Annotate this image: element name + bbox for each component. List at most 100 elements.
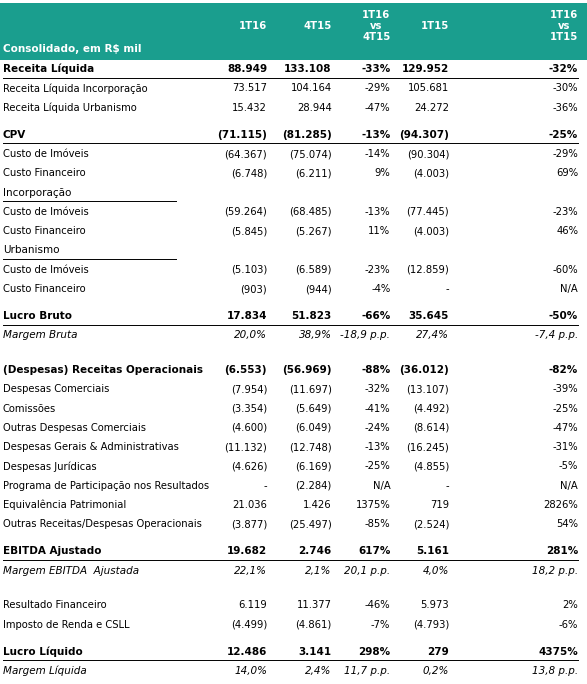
Text: -: - bbox=[446, 284, 449, 294]
Text: 1T15: 1T15 bbox=[421, 21, 449, 31]
Text: EBITDA Ajustado: EBITDA Ajustado bbox=[3, 547, 102, 556]
Text: (11.132): (11.132) bbox=[224, 442, 267, 452]
Text: Imposto de Renda e CSLL: Imposto de Renda e CSLL bbox=[3, 620, 130, 630]
Text: Custo Financeiro: Custo Financeiro bbox=[3, 226, 86, 236]
Text: -18,9 p.p.: -18,9 p.p. bbox=[340, 330, 390, 341]
Text: Outras Despesas Comerciais: Outras Despesas Comerciais bbox=[3, 423, 146, 433]
Text: 281%: 281% bbox=[546, 547, 578, 556]
Text: (8.614): (8.614) bbox=[413, 423, 449, 433]
Text: 105.681: 105.681 bbox=[408, 83, 449, 94]
Text: CPV: CPV bbox=[3, 130, 26, 140]
Text: 3.141: 3.141 bbox=[299, 646, 332, 657]
Text: -14%: -14% bbox=[365, 149, 390, 159]
Text: -32%: -32% bbox=[549, 64, 578, 74]
Text: -30%: -30% bbox=[553, 83, 578, 94]
Text: -25%: -25% bbox=[552, 404, 578, 414]
Text: (6.553): (6.553) bbox=[225, 365, 267, 375]
Text: -13%: -13% bbox=[365, 207, 390, 217]
Text: Custo de Imóveis: Custo de Imóveis bbox=[3, 149, 89, 159]
Text: Urbanismo: Urbanismo bbox=[3, 246, 59, 255]
Text: (4.003): (4.003) bbox=[413, 168, 449, 179]
Text: -60%: -60% bbox=[552, 265, 578, 275]
Text: -41%: -41% bbox=[365, 404, 390, 414]
Text: Comissões: Comissões bbox=[3, 404, 56, 414]
Text: (5.649): (5.649) bbox=[295, 404, 332, 414]
Text: (6.589): (6.589) bbox=[295, 265, 332, 275]
Text: (4.855): (4.855) bbox=[413, 462, 449, 471]
Text: 51.823: 51.823 bbox=[291, 311, 332, 321]
Text: 298%: 298% bbox=[358, 646, 390, 657]
Text: 21.036: 21.036 bbox=[232, 500, 267, 510]
Text: -25%: -25% bbox=[365, 462, 390, 471]
Text: -7%: -7% bbox=[371, 620, 390, 630]
Text: Programa de Participação nos Resultados: Programa de Participação nos Resultados bbox=[3, 481, 209, 491]
Text: -: - bbox=[446, 481, 449, 491]
Text: -23%: -23% bbox=[365, 265, 390, 275]
Text: 1T16
vs
4T15: 1T16 vs 4T15 bbox=[362, 10, 390, 42]
Text: Custo de Imóveis: Custo de Imóveis bbox=[3, 207, 89, 217]
Text: 2%: 2% bbox=[562, 601, 578, 610]
Text: -36%: -36% bbox=[552, 103, 578, 113]
Text: 22,1%: 22,1% bbox=[234, 566, 267, 576]
Text: (944): (944) bbox=[305, 284, 332, 294]
Text: 2.746: 2.746 bbox=[298, 547, 332, 556]
Text: 18,2 p.p.: 18,2 p.p. bbox=[532, 566, 578, 576]
Text: (2.284): (2.284) bbox=[295, 481, 332, 491]
Text: 38,9%: 38,9% bbox=[299, 330, 332, 341]
Text: (4.861): (4.861) bbox=[295, 620, 332, 630]
Text: 279: 279 bbox=[427, 646, 449, 657]
Text: Custo Financeiro: Custo Financeiro bbox=[3, 284, 86, 294]
Text: 14,0%: 14,0% bbox=[234, 666, 267, 676]
Text: 27,4%: 27,4% bbox=[416, 330, 449, 341]
Text: (903): (903) bbox=[241, 284, 267, 294]
Text: 17.834: 17.834 bbox=[227, 311, 267, 321]
Text: 5.161: 5.161 bbox=[416, 547, 449, 556]
Text: N/A: N/A bbox=[561, 284, 578, 294]
Text: Incorporação: Incorporação bbox=[3, 187, 71, 198]
Text: -13%: -13% bbox=[365, 442, 390, 452]
Text: (4.626): (4.626) bbox=[231, 462, 267, 471]
Text: (13.107): (13.107) bbox=[406, 384, 449, 395]
Text: (6.169): (6.169) bbox=[295, 462, 332, 471]
Text: (4.492): (4.492) bbox=[413, 404, 449, 414]
Text: (94.307): (94.307) bbox=[399, 130, 449, 140]
Text: (71.115): (71.115) bbox=[217, 130, 267, 140]
Text: (5.267): (5.267) bbox=[295, 226, 332, 236]
Text: 11,7 p.p.: 11,7 p.p. bbox=[344, 666, 390, 676]
Text: Margem Bruta: Margem Bruta bbox=[3, 330, 77, 341]
Text: -23%: -23% bbox=[552, 207, 578, 217]
Text: 4,0%: 4,0% bbox=[423, 566, 449, 576]
Text: 11%: 11% bbox=[368, 226, 390, 236]
Text: 13,8 p.p.: 13,8 p.p. bbox=[532, 666, 578, 676]
Text: 15.432: 15.432 bbox=[232, 103, 267, 113]
Text: (6.748): (6.748) bbox=[231, 168, 267, 179]
Text: (4.793): (4.793) bbox=[413, 620, 449, 630]
Text: 1375%: 1375% bbox=[356, 500, 390, 510]
Text: -31%: -31% bbox=[552, 442, 578, 452]
Text: 88.949: 88.949 bbox=[227, 64, 267, 74]
Text: -66%: -66% bbox=[361, 311, 390, 321]
Text: -47%: -47% bbox=[365, 103, 390, 113]
Text: Custo de Imóveis: Custo de Imóveis bbox=[3, 265, 89, 275]
Text: Receita Líquida Urbanismo: Receita Líquida Urbanismo bbox=[3, 103, 137, 113]
Text: Consolidado, em R$ mil: Consolidado, em R$ mil bbox=[3, 44, 141, 54]
Text: -4%: -4% bbox=[371, 284, 390, 294]
Text: -33%: -33% bbox=[361, 64, 390, 74]
Text: 1.426: 1.426 bbox=[303, 500, 332, 510]
Text: 1T16
vs
1T15: 1T16 vs 1T15 bbox=[550, 10, 578, 42]
Text: -24%: -24% bbox=[365, 423, 390, 433]
Text: 73.517: 73.517 bbox=[232, 83, 267, 94]
Text: (5.845): (5.845) bbox=[231, 226, 267, 236]
Text: -50%: -50% bbox=[549, 311, 578, 321]
Bar bbox=[0, 3, 587, 60]
Text: 9%: 9% bbox=[375, 168, 390, 179]
Text: (75.074): (75.074) bbox=[289, 149, 332, 159]
Text: 11.377: 11.377 bbox=[296, 601, 332, 610]
Text: Equivalência Patrimonial: Equivalência Patrimonial bbox=[3, 500, 126, 510]
Text: 28.944: 28.944 bbox=[297, 103, 332, 113]
Text: 133.108: 133.108 bbox=[284, 64, 332, 74]
Text: (3.877): (3.877) bbox=[231, 519, 267, 529]
Text: N/A: N/A bbox=[561, 481, 578, 491]
Text: -29%: -29% bbox=[552, 149, 578, 159]
Text: 46%: 46% bbox=[556, 226, 578, 236]
